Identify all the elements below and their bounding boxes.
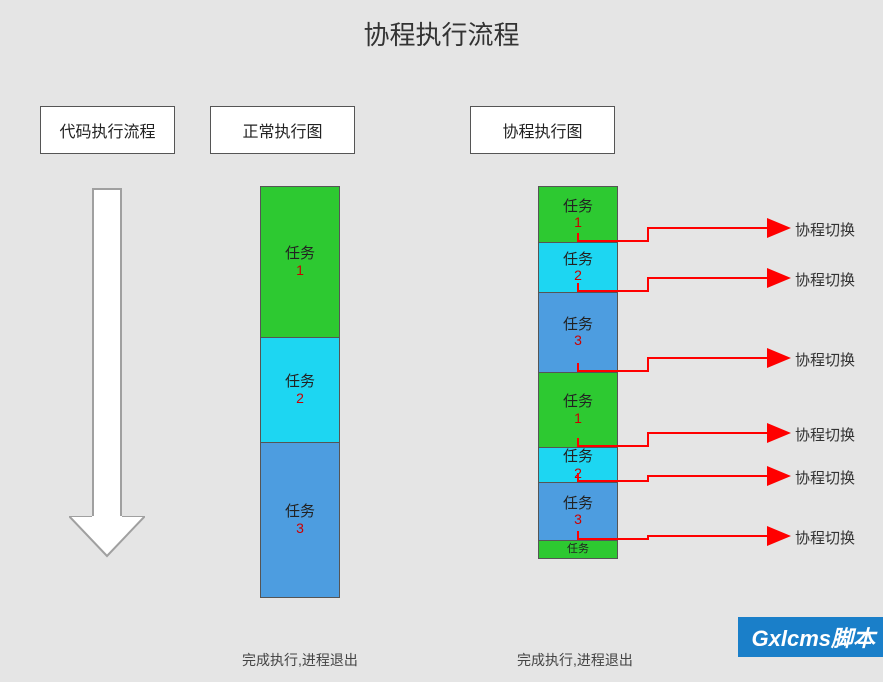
coroutine-block: 任务1 — [539, 372, 617, 447]
header-normal-exec-label: 正常执行图 — [242, 118, 322, 142]
coroutine-block: 任务2 — [539, 242, 617, 292]
normal-stack: 任务1任务2任务3 — [260, 186, 340, 598]
arrow-head — [69, 516, 145, 560]
block-label: 任务 — [563, 496, 593, 513]
coroutine-block: 任务3 — [539, 482, 617, 540]
normal-caption: 完成执行,进程退出 — [225, 650, 375, 670]
coroutine-block: 任务 — [539, 540, 617, 558]
normal-block: 任务3 — [261, 442, 339, 597]
block-label: 任务 — [563, 394, 593, 411]
coroutine-block: 任务3 — [539, 292, 617, 372]
header-coroutine-exec: 协程执行图 — [470, 106, 615, 154]
block-num: 2 — [296, 391, 304, 406]
flow-arrow — [40, 188, 175, 568]
switch-label: 协程切换 — [795, 424, 855, 445]
normal-block: 任务2 — [261, 337, 339, 442]
block-num: 3 — [296, 521, 304, 536]
diagram-title: 协程执行流程 — [0, 15, 883, 52]
switch-label: 协程切换 — [795, 269, 855, 290]
header-normal-exec: 正常执行图 — [210, 106, 355, 154]
block-label: 任务 — [563, 317, 593, 334]
coroutine-block: 任务2 — [539, 447, 617, 482]
block-label: 任务 — [285, 504, 315, 521]
block-num: 3 — [574, 333, 582, 348]
block-num: 2 — [574, 268, 582, 283]
block-num: 2 — [574, 466, 582, 481]
block-label: 任务 — [285, 374, 315, 391]
coroutine-caption: 完成执行,进程退出 — [500, 650, 650, 670]
header-code-flow-label: 代码执行流程 — [59, 118, 155, 142]
switch-label: 协程切换 — [795, 527, 855, 548]
block-num: 1 — [574, 411, 582, 426]
coroutine-block: 任务1 — [539, 187, 617, 242]
header-code-flow: 代码执行流程 — [40, 106, 175, 154]
coroutine-stack: 任务1任务2任务3任务1任务2任务3任务 — [538, 186, 618, 559]
normal-block: 任务1 — [261, 187, 339, 337]
header-coroutine-exec-label: 协程执行图 — [502, 118, 582, 142]
switch-label: 协程切换 — [795, 349, 855, 370]
block-label: 任务 — [567, 543, 589, 555]
switch-label: 协程切换 — [795, 219, 855, 240]
switch-label: 协程切换 — [795, 467, 855, 488]
arrow-shaft — [92, 188, 122, 518]
block-label: 任务 — [563, 199, 593, 216]
block-num: 1 — [296, 263, 304, 278]
block-label: 任务 — [563, 449, 593, 466]
block-num: 1 — [574, 215, 582, 230]
block-label: 任务 — [285, 246, 315, 263]
block-label: 任务 — [563, 252, 593, 269]
block-num: 3 — [574, 512, 582, 527]
watermark: Gxlcms脚本 — [738, 617, 883, 657]
